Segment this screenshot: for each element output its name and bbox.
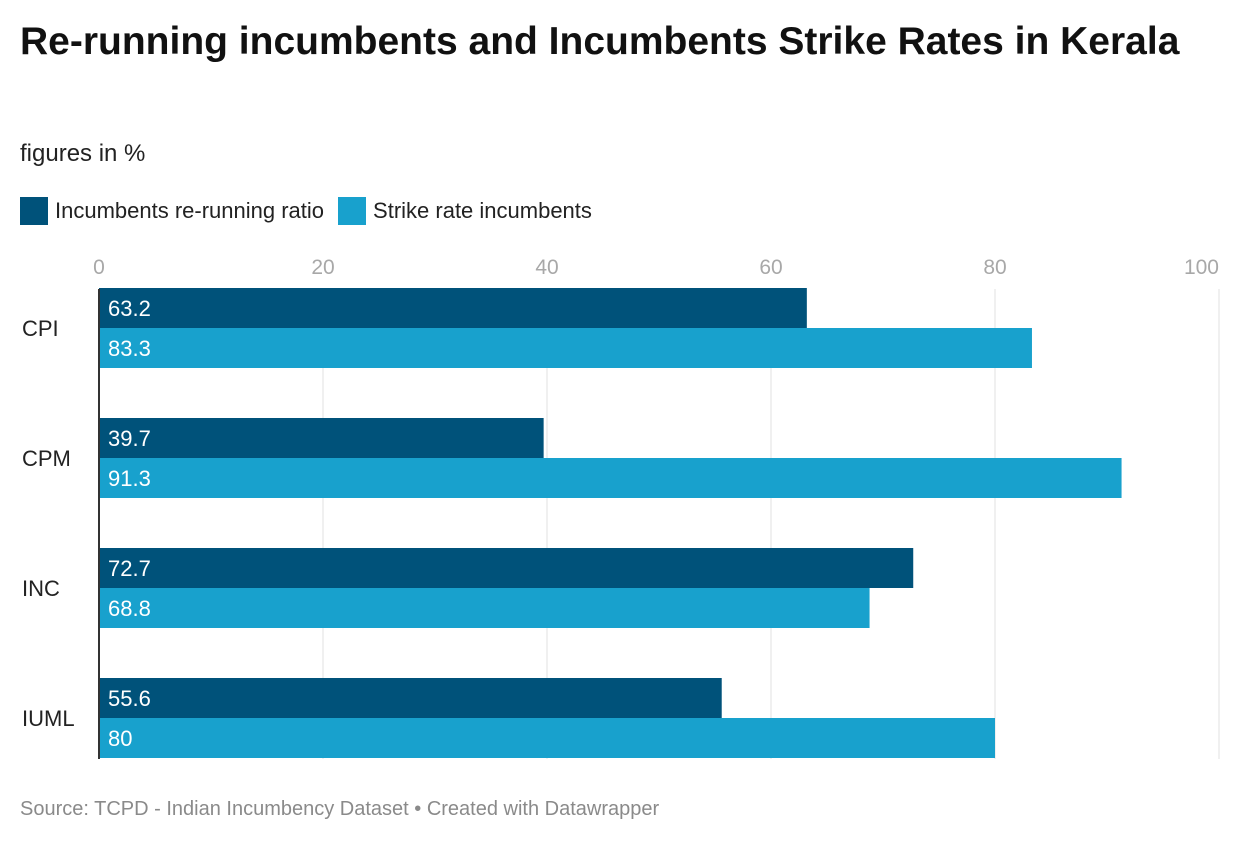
bar-label-cpm-series-1: 91.3 [108,466,151,491]
bar-cpi-series-0 [99,288,807,328]
bar-label-inc-series-1: 68.8 [108,596,151,621]
bar-iuml-series-0 [99,678,722,718]
category-label-iuml: IUML [22,706,75,731]
legend-swatch-strike-rate [338,197,367,225]
x-tick-label-60: 60 [759,256,782,279]
x-tick-label-20: 20 [311,256,334,279]
bar-inc-series-0 [99,548,914,588]
category-label-cpm: CPM [22,446,71,471]
x-tick-label-40: 40 [535,256,558,279]
x-tick-label-100: 100 [1184,256,1219,279]
chart-title: Re-running incumbents and Incumbents Str… [20,20,1180,63]
category-label-inc: INC [22,576,60,601]
legend-item-strike-rate: Strike rate incumbents [338,197,592,225]
bar-inc-series-1 [99,588,870,628]
legend-label-strike-rate: Strike rate incumbents [373,198,592,223]
category-label-cpi: CPI [22,316,59,341]
chart-subtitle: figures in % [20,140,146,167]
bar-cpm-series-0 [99,418,544,458]
x-tick-label-80: 80 [983,256,1006,279]
bar-label-iuml-series-1: 80 [108,726,132,751]
bar-label-cpi-series-0: 63.2 [108,296,151,321]
legend-label-rerunning: Incumbents re-running ratio [55,198,325,223]
bar-label-iuml-series-0: 55.6 [108,686,151,711]
x-tick-label-0: 0 [93,256,105,279]
legend-swatch-rerunning [20,197,48,225]
bar-label-cpm-series-0: 39.7 [108,426,151,451]
source-note: Source: TCPD - Indian Incumbency Dataset… [20,798,660,820]
bar-cpm-series-1 [99,458,1122,498]
bar-cpi-series-1 [99,328,1032,368]
legend: Incumbents re-running ratio Strike rate … [20,197,606,225]
bar-chart: 0 20 40 60 80 100 CPI 63.2 83.3 CPM 39.7 91.3 INC 72.… [22,256,1220,759]
bar-label-cpi-series-1: 83.3 [108,336,151,361]
bar-label-inc-series-0: 72.7 [108,556,151,581]
legend-item-rerunning: Incumbents re-running ratio [20,197,324,225]
bar-iuml-series-1 [99,718,995,758]
